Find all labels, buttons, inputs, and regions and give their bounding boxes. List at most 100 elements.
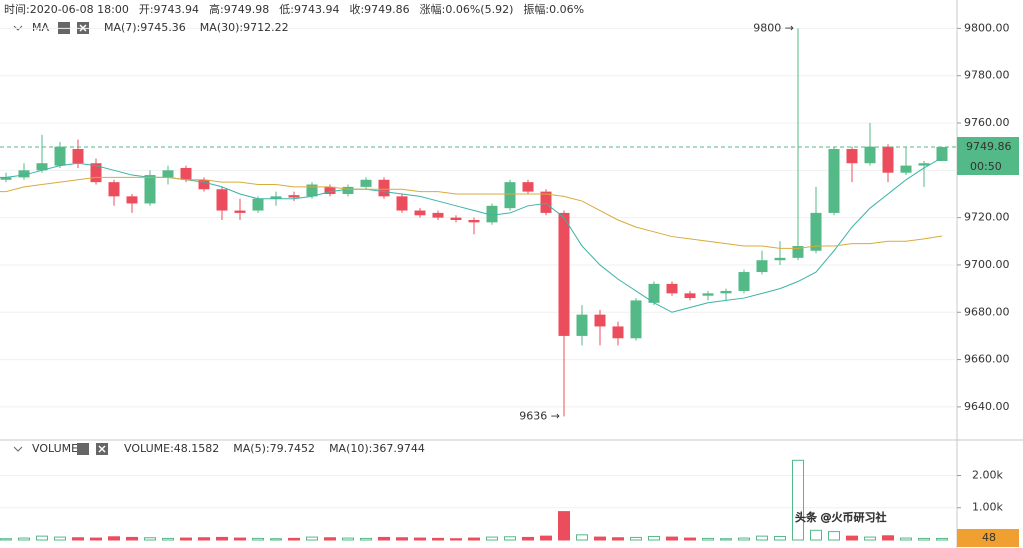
candle-body [270, 196, 282, 199]
candle-body [342, 186, 354, 194]
candle-body [900, 165, 912, 173]
header-item: 收:9749.86 [349, 2, 409, 16]
candle-body [558, 212, 570, 336]
candle-body [576, 314, 588, 336]
legend-entry: VOLUME:48.1582 [124, 442, 219, 455]
volume-bar [450, 538, 462, 541]
legend-entry: MA(5):79.7452 [233, 442, 315, 455]
volume-bar [36, 535, 48, 541]
candle-body [396, 196, 408, 211]
candle-body [468, 220, 480, 223]
candle-body [216, 189, 228, 211]
volume-bar [810, 529, 822, 541]
candle-body [846, 149, 858, 164]
legend-entry: MA(10):367.9744 [329, 442, 425, 455]
volume-bar [90, 537, 102, 541]
header-item: 涨幅:0.06%(5.92) [420, 3, 514, 16]
y-tick-label: 9700.00 [964, 258, 1010, 271]
candle-body [180, 167, 192, 180]
candle-body [504, 182, 516, 209]
volume-bar [0, 538, 12, 541]
candle-body [666, 283, 678, 294]
last-price-label: 9749.86 [966, 140, 1012, 153]
candle-body [882, 146, 894, 173]
y-tick-label: 9680.00 [964, 305, 1010, 318]
candle-body [144, 175, 156, 204]
volume-bar [180, 537, 192, 541]
candle-body [234, 210, 246, 213]
collapse-icon[interactable] [13, 25, 23, 31]
candle-body [612, 326, 624, 339]
candle-body [414, 210, 426, 216]
y-tick-label: 9760.00 [964, 116, 1010, 129]
volume-bar [558, 511, 570, 541]
volume-bar [252, 537, 264, 541]
candle-body [648, 283, 660, 303]
candle-body [126, 196, 138, 204]
volume-bar [162, 537, 174, 541]
candle-body [360, 179, 372, 187]
volume-bar [18, 537, 30, 541]
volume-bar [738, 537, 750, 541]
volume-bar [774, 535, 786, 541]
countdown: 00:50 [970, 160, 1002, 173]
legend-entry: MA(30):9712.22 [200, 21, 289, 34]
candle-body [90, 163, 102, 183]
y-tick-label: 9800.00 [964, 21, 1010, 34]
legend-title: VOLUME [32, 442, 78, 455]
volume-bar [504, 536, 516, 541]
ma-line [0, 176, 943, 249]
volume-bar [882, 535, 894, 541]
volume-bar [108, 536, 120, 541]
candle-body [432, 212, 444, 218]
candle-body [486, 205, 498, 223]
candle-body [792, 246, 804, 258]
y-tick-label: 1.00k [972, 501, 1003, 514]
volume-bar [522, 536, 534, 541]
volume-bar [360, 537, 372, 541]
volume-bar [270, 538, 282, 541]
volume-bar [594, 536, 606, 541]
settings-icon[interactable] [77, 443, 89, 455]
candle-body [162, 170, 174, 178]
volume-bar [630, 536, 642, 541]
header-item: 开:9743.94 [139, 3, 199, 16]
volume-bar [198, 537, 210, 541]
candle-body [936, 146, 948, 162]
volume-bar [342, 537, 354, 541]
volume-bar [396, 537, 408, 541]
candle-body [702, 293, 714, 296]
legend-title: MA [32, 21, 49, 34]
candle-body [18, 170, 30, 178]
collapse-icon[interactable] [13, 446, 23, 452]
volume-bar [576, 534, 588, 541]
volume-bar [216, 536, 228, 541]
volume-bar [846, 535, 858, 541]
volume-bar [378, 536, 390, 541]
volume-bar [234, 537, 246, 541]
volume-bar [414, 537, 426, 541]
volume-label-box [957, 529, 1019, 547]
volume-bar [486, 536, 498, 541]
watermark: 头条 @火币研习社 [795, 510, 887, 524]
candle-body [108, 182, 120, 197]
candle-body [0, 177, 12, 180]
volume-bar [720, 538, 732, 541]
header-item: 高:9749.98 [209, 2, 269, 16]
legend-entry: MA(7):9745.36 [104, 21, 186, 34]
candle-body [522, 182, 534, 192]
volume-bar [702, 537, 714, 541]
candle-body [54, 146, 66, 166]
volume-bar [684, 537, 696, 541]
candle-body [540, 191, 552, 213]
volume-bar [126, 536, 138, 541]
candle-body [720, 290, 732, 294]
y-tick-label: 9660.00 [964, 353, 1010, 366]
volume-legend: VOLUME [13, 442, 108, 455]
candle-body [36, 163, 48, 171]
volume-bar [54, 536, 66, 541]
candle-body [288, 195, 300, 198]
volume-bar [612, 537, 624, 541]
candle-body [450, 217, 462, 220]
y-tick-label: 9720.00 [964, 211, 1010, 224]
